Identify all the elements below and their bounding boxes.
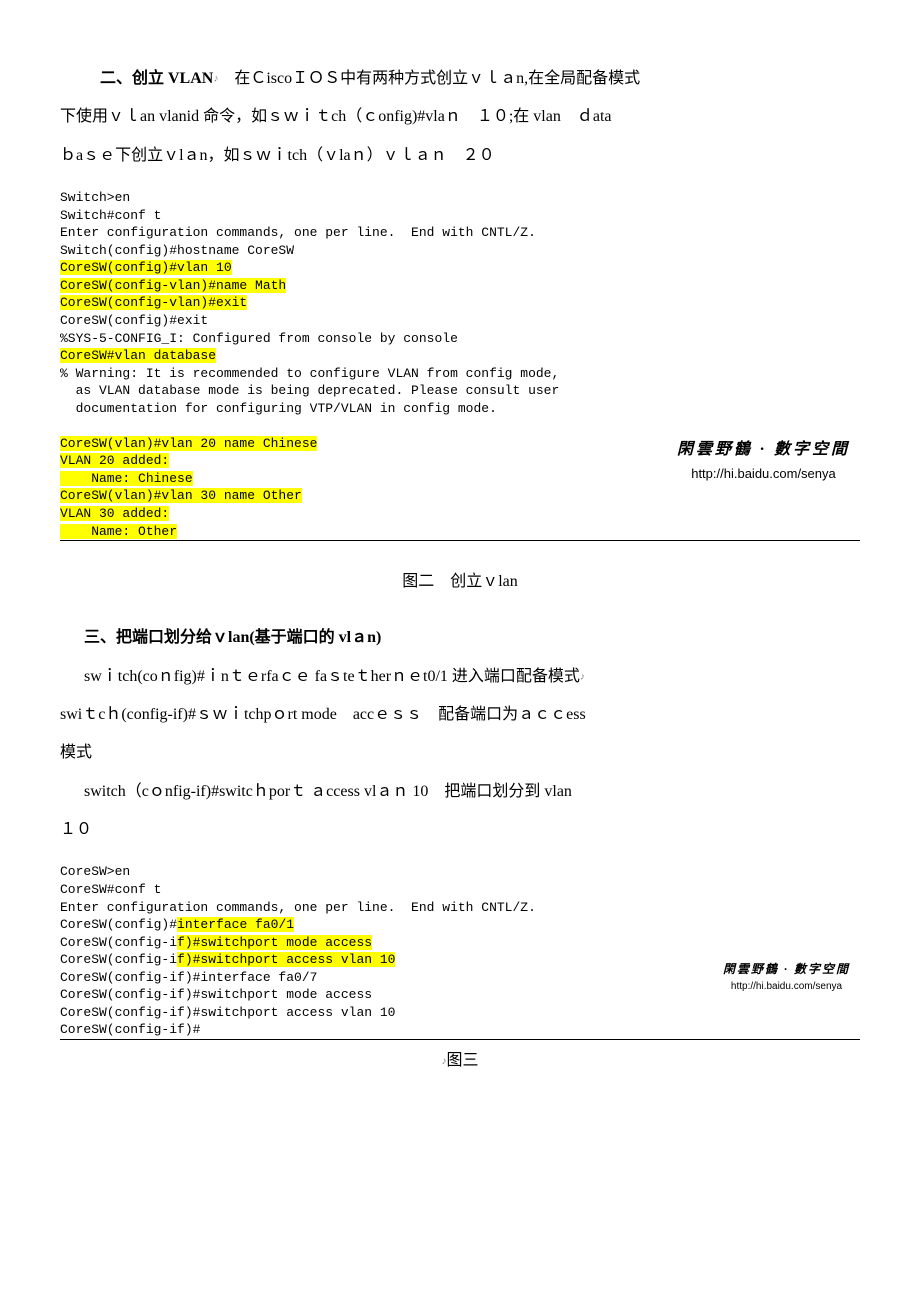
terminal-line: documentation for configuring VTP/VLAN i… [60, 400, 860, 418]
figure3-caption: ♪图三 [60, 1046, 860, 1070]
terminal-line [60, 417, 860, 435]
terminal-line: CoreSW(config-vlan)#exit [60, 294, 860, 312]
section3: 三、把端口划分给ｖlan(基于端口的 vlａn) swｉtch(coｎfig)#… [60, 619, 860, 849]
section3-line3b: １０ [60, 811, 860, 849]
section2-body3: ｂaｓｅ下创立ｖlａn，如ｓｗｉtch（ｖlaｎ）ｖｌａｎ ２０ [60, 137, 860, 175]
section2-paragraph: 二、创立 VLAN♪ 在ＣiscoＩＯＳ中有两种方式创立ｖｌａn,在全局配备模式 [60, 60, 860, 98]
terminal-line: CoreSW(config-vlan)#name Math [60, 277, 860, 295]
terminal-line: as VLAN database mode is being deprecate… [60, 382, 860, 400]
watermark-url: http://hi.baidu.com/senya [677, 465, 850, 483]
watermark-1: 閑雲野鶴 · 數字空間 http://hi.baidu.com/senya [677, 439, 850, 482]
figure2-caption: 图二 创立ｖlan [60, 567, 860, 591]
watermark-2: 閑雲野鶴 · 數字空間 http://hi.baidu.com/senya [723, 961, 850, 993]
watermark-title: 閑雲野鶴 · 數字空間 [723, 961, 850, 977]
terminal-line: Name: Other [60, 523, 860, 541]
terminal-block-1: 閑雲野鶴 · 數字空間 http://hi.baidu.com/senya Sw… [60, 189, 860, 541]
anchor-icon: ♪ [213, 73, 218, 84]
terminal-line: CoreSW#conf t [60, 881, 860, 899]
terminal-line: CoreSW(config-if)# [60, 1021, 860, 1039]
terminal-line: VLAN 30 added: [60, 505, 860, 523]
watermark-url: http://hi.baidu.com/senya [723, 980, 850, 994]
terminal-line: Switch(config)#hostname CoreSW [60, 242, 860, 260]
section2-body1: 在ＣiscoＩＯＳ中有两种方式创立ｖｌａn,在全局配备模式 [234, 70, 640, 87]
anchor-icon: ♪ [580, 671, 585, 682]
terminal-line: Switch#conf t [60, 207, 860, 225]
section2-body2: 下使用ｖｌan vlanid 命令，如ｓｗｉｔch（ｃonfig)#vlaｎ １… [60, 98, 860, 136]
terminal-line: CoreSW#vlan database [60, 347, 860, 365]
section3-line2b: 模式 [60, 734, 860, 772]
terminal-line: Enter configuration commands, one per li… [60, 899, 860, 917]
terminal-line: %SYS-5-CONFIG_I: Configured from console… [60, 330, 860, 348]
section3-line1: swｉtch(coｎfig)#ｉnｔｅrfaｃｅ faｓteｔherｎｅt0/1… [60, 658, 860, 696]
terminal-line: Enter configuration commands, one per li… [60, 224, 860, 242]
section3-line2a: swiｔcｈ(config-if)#ｓｗｉtchpｏrt mode accｅｓｓ… [60, 696, 860, 734]
terminal-block-2: 閑雲野鶴 · 數字空間 http://hi.baidu.com/senya Co… [60, 863, 860, 1039]
terminal-line: CoreSW(config)#interface fa0/1 [60, 916, 860, 934]
section3-line3a: switch（cｏnfig-if)#switcｈporｔ ａccess vlａｎ… [60, 773, 860, 811]
terminal-line: CoreSW>en [60, 863, 860, 881]
terminal-line: CoreSW(config-if)#switchport mode access [60, 934, 860, 952]
terminal-line: CoreSW(config)#exit [60, 312, 860, 330]
watermark-title: 閑雲野鶴 · 數字空間 [677, 439, 850, 461]
terminal-line: CoreSW(config)#vlan 10 [60, 259, 860, 277]
section2-heading: 二、创立 VLAN [100, 70, 213, 87]
section3-heading: 三、把端口划分给ｖlan(基于端口的 vlａn) [60, 619, 860, 657]
terminal-line: CoreSW(vlan)#vlan 30 name Other [60, 487, 860, 505]
terminal-line: CoreSW(config-if)#switchport access vlan… [60, 1004, 860, 1022]
terminal-line: % Warning: It is recommended to configur… [60, 365, 860, 383]
terminal-line: Switch>en [60, 189, 860, 207]
